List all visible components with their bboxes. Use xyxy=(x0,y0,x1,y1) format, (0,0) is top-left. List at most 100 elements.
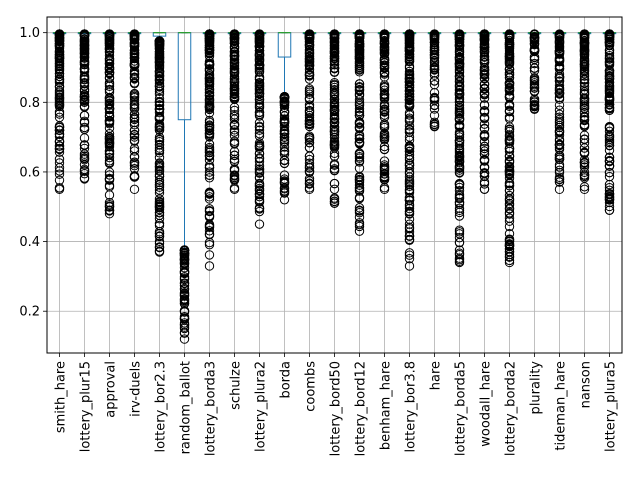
flier-point xyxy=(454,88,465,98)
flier-point xyxy=(354,157,365,167)
flier-point xyxy=(379,184,390,195)
flier-point xyxy=(354,163,365,173)
flier-point xyxy=(529,97,540,107)
flier-point xyxy=(329,57,340,68)
flier-point xyxy=(479,168,490,179)
flier-point xyxy=(79,39,90,49)
flier-point xyxy=(429,45,440,55)
flier-point xyxy=(404,209,415,219)
flier-point xyxy=(604,71,615,81)
flier-point xyxy=(379,83,390,93)
flier-point xyxy=(479,100,490,110)
y-tick-label: 0.2 xyxy=(19,305,40,320)
flier-point xyxy=(479,29,490,39)
flier-point xyxy=(504,134,515,144)
flier-point xyxy=(129,125,140,136)
flier-point xyxy=(79,118,90,128)
flier-point xyxy=(504,64,515,75)
flier-point xyxy=(179,248,190,258)
flier-point xyxy=(179,278,190,288)
flier-point xyxy=(254,67,265,77)
flier-point xyxy=(254,86,265,96)
flier-point xyxy=(154,140,165,150)
flier-point xyxy=(404,261,415,271)
flier-point xyxy=(54,69,65,79)
flier-point xyxy=(454,249,465,260)
flier-point xyxy=(204,99,215,109)
flier-point xyxy=(454,90,465,100)
flier-point xyxy=(54,81,65,92)
flier-point xyxy=(504,54,515,64)
flier-point xyxy=(304,118,315,129)
flier-point xyxy=(204,69,215,79)
flier-point xyxy=(54,38,65,49)
flier-point xyxy=(579,71,590,81)
flier-point xyxy=(604,192,615,202)
flier-point xyxy=(404,61,415,72)
flier-point xyxy=(504,106,515,117)
flier-point xyxy=(554,63,565,73)
flier-point xyxy=(204,117,215,128)
flier-point xyxy=(179,289,190,300)
flier-point xyxy=(604,94,615,105)
flier-point xyxy=(429,117,440,128)
flier-point xyxy=(504,216,515,226)
flier-point xyxy=(454,47,465,58)
flier-point xyxy=(304,32,315,42)
x-tick-label: lottery_borda3 xyxy=(204,361,219,456)
flier-point xyxy=(229,139,240,149)
flier-point xyxy=(129,151,140,162)
flier-point xyxy=(404,176,415,187)
flier-point xyxy=(229,127,240,137)
flier-point xyxy=(429,34,440,44)
flier-point xyxy=(404,160,415,170)
x-tick-label: lottery_borda2 xyxy=(504,361,519,456)
flier-point xyxy=(329,43,340,54)
flier-point xyxy=(454,192,465,203)
flier-point xyxy=(179,267,190,277)
flier-point xyxy=(204,66,215,76)
flier-point xyxy=(179,245,190,255)
flier-point xyxy=(354,108,365,118)
flier-point xyxy=(429,37,440,48)
flier-point xyxy=(54,74,65,85)
flier-point xyxy=(454,36,465,47)
flier-point xyxy=(154,46,165,57)
flier-point xyxy=(254,196,265,206)
flier-point xyxy=(429,31,440,41)
flier-point xyxy=(229,66,240,76)
flier-point xyxy=(54,94,65,104)
flier-point xyxy=(54,112,65,123)
flier-point xyxy=(129,160,140,171)
flier-point xyxy=(304,162,315,173)
flier-point xyxy=(104,73,115,83)
flier-point xyxy=(304,105,315,116)
flier-point xyxy=(304,133,315,143)
flier-layer xyxy=(54,29,615,344)
flier-point xyxy=(329,67,340,78)
flier-point xyxy=(529,73,540,83)
flier-point xyxy=(404,227,415,237)
y-tick-label: 0.4 xyxy=(19,235,40,250)
flier-point xyxy=(504,92,515,102)
flier-point xyxy=(504,234,515,244)
flier-point xyxy=(454,109,465,119)
flier-point xyxy=(304,39,315,50)
flier-point xyxy=(379,144,390,155)
flier-point xyxy=(354,53,365,64)
flier-point xyxy=(79,55,90,66)
flier-point xyxy=(454,205,465,216)
flier-point xyxy=(354,44,365,55)
flier-point xyxy=(379,38,390,49)
flier-point xyxy=(579,160,590,170)
flier-point xyxy=(129,132,140,142)
flier-point xyxy=(229,72,240,82)
flier-point xyxy=(404,231,415,241)
flier-point xyxy=(529,33,540,44)
flier-point xyxy=(129,114,140,125)
flier-point xyxy=(479,130,490,141)
flier-point xyxy=(504,213,515,223)
flier-point xyxy=(604,82,615,92)
flier-point xyxy=(579,184,590,195)
flier-point xyxy=(154,242,165,252)
